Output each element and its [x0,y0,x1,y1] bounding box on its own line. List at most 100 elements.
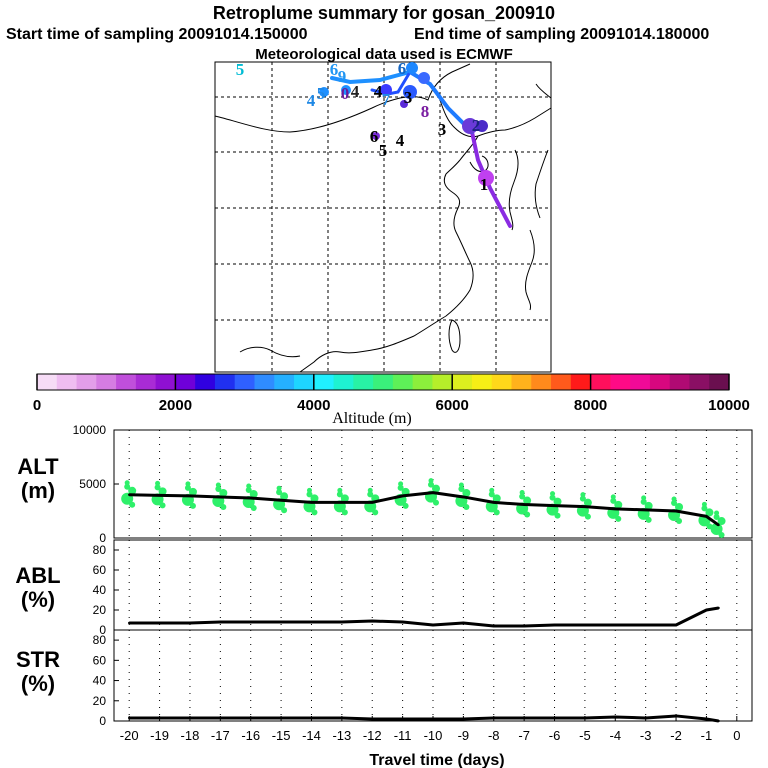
plume-dot [189,502,196,509]
met-data-label: Meteorological data used is ECMWF [255,46,513,63]
plume-dot [676,518,683,524]
series-point [553,623,556,627]
colorbar-ticks: 0 2000 4000 6000 8000 10000 [33,374,750,414]
alt-series-line [129,491,720,527]
series-point [492,501,495,504]
colorbar-cell [333,374,354,390]
plume-dot [281,507,288,514]
plume-dot [584,513,591,520]
plume-dot [124,483,131,490]
str-ylabel-line1: STR [16,647,60,672]
colorbar-cell [76,374,97,390]
plume-dot [432,484,440,493]
plume-dot [705,508,714,517]
plume-dot [129,501,136,508]
plume-dot [701,505,708,512]
y-tick-label: 0 [99,623,106,637]
plume-dot [220,503,227,510]
series-point [127,621,131,625]
plume-dot [718,532,725,539]
x-tick-label: -2 [670,728,682,743]
colorbar-axis-label: Altitude (m) [332,410,412,427]
series-point [583,623,587,627]
plume-dot [714,510,720,516]
plume-dot [524,511,531,518]
y-tick-label: 80 [93,633,107,647]
series-point [553,504,556,507]
series-point [717,523,720,527]
series-point [279,620,283,624]
series-point [583,505,587,508]
series-point [371,501,374,504]
plume-dot [215,482,221,488]
y-tick-label: 80 [93,543,107,557]
series-point [188,494,192,498]
plume-dot [579,495,586,502]
colorbar-cell [709,374,730,390]
plume-dot [675,503,684,511]
colorbar-tick-label: 0 [33,397,41,414]
colorbar-cell [610,374,631,390]
series-point [462,495,465,499]
abl-ylabel-line2: (%) [20,587,56,612]
end-time-label: End time of sampling 20091014.180000 [414,26,710,43]
str-series-line [129,714,719,723]
plume-dot [336,491,343,498]
plume-dot [671,500,678,506]
plume-dot [713,514,720,521]
alt-ylabel-line1: ALT [17,454,59,479]
colorbar-cell [649,374,671,390]
series-point [401,620,404,624]
series-point [340,620,344,624]
colorbar-cell [155,374,176,390]
plume-dot [493,509,500,516]
plume-dot [372,509,379,516]
plume-dot [310,494,319,503]
x-tick-label: -11 [394,728,412,743]
x-tick-label: -16 [241,728,260,743]
colorbar-cell [214,374,236,390]
series-point [522,624,526,628]
plume-dot [246,483,252,489]
colorbar-cells [37,374,730,390]
series-point [279,499,283,502]
series-point [431,623,435,627]
series-point [522,503,526,506]
x-tick-label: -8 [488,728,500,743]
plume-dot [249,490,258,499]
plume-dot [124,480,130,486]
series-point [127,493,131,496]
str-panel-ylabel: STR (%) [8,648,68,696]
plume-dot [280,492,289,501]
colorbar-cell [175,374,196,390]
plume-dot [185,481,191,487]
colorbar-cell [689,374,710,390]
colorbar-cell [353,374,374,390]
map-day-label: 4 [396,131,405,150]
coastline [214,63,552,373]
plume-dot [462,488,471,497]
colorbar-cell [313,374,335,390]
x-tick-label: -5 [579,728,591,743]
y-tick-label: 40 [93,674,107,688]
series-point [644,623,647,627]
x-tick-label: -15 [272,728,291,743]
plume-dot [580,492,586,498]
y-tick-label: 10000 [73,423,107,437]
map-day-label: 1 [480,175,489,194]
series-point [158,621,161,625]
plume-dot [128,486,137,495]
abl-panel: 0 20 40 60 80 [93,539,753,637]
plume-dot [458,482,464,488]
x-tick-label: -14 [302,728,321,743]
plume-dot [428,481,434,488]
colorbar-cell [195,374,216,390]
map-day-label: 2 [472,116,481,135]
plume-dot [428,478,434,484]
x-tick-label: -6 [549,728,561,743]
plume-dot [463,503,470,510]
colorbar-cell [551,374,572,390]
plume-dot [614,500,623,509]
colorbar-cell [135,374,157,390]
